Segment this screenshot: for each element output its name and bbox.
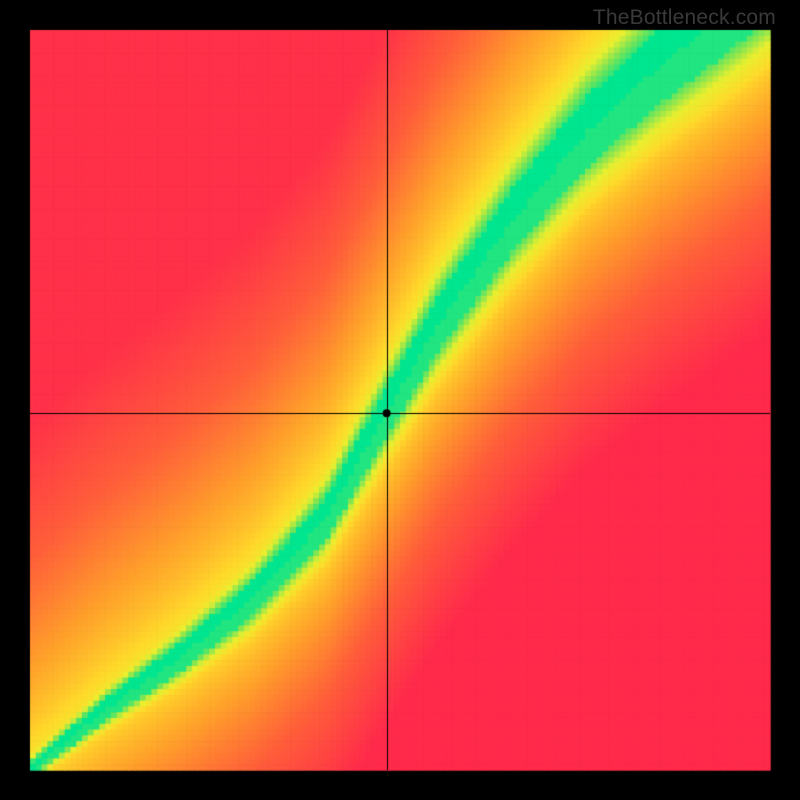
watermark-text: TheBottleneck.com <box>593 6 776 30</box>
chart-container: TheBottleneck.com <box>0 0 800 800</box>
heatmap-canvas <box>0 0 800 800</box>
